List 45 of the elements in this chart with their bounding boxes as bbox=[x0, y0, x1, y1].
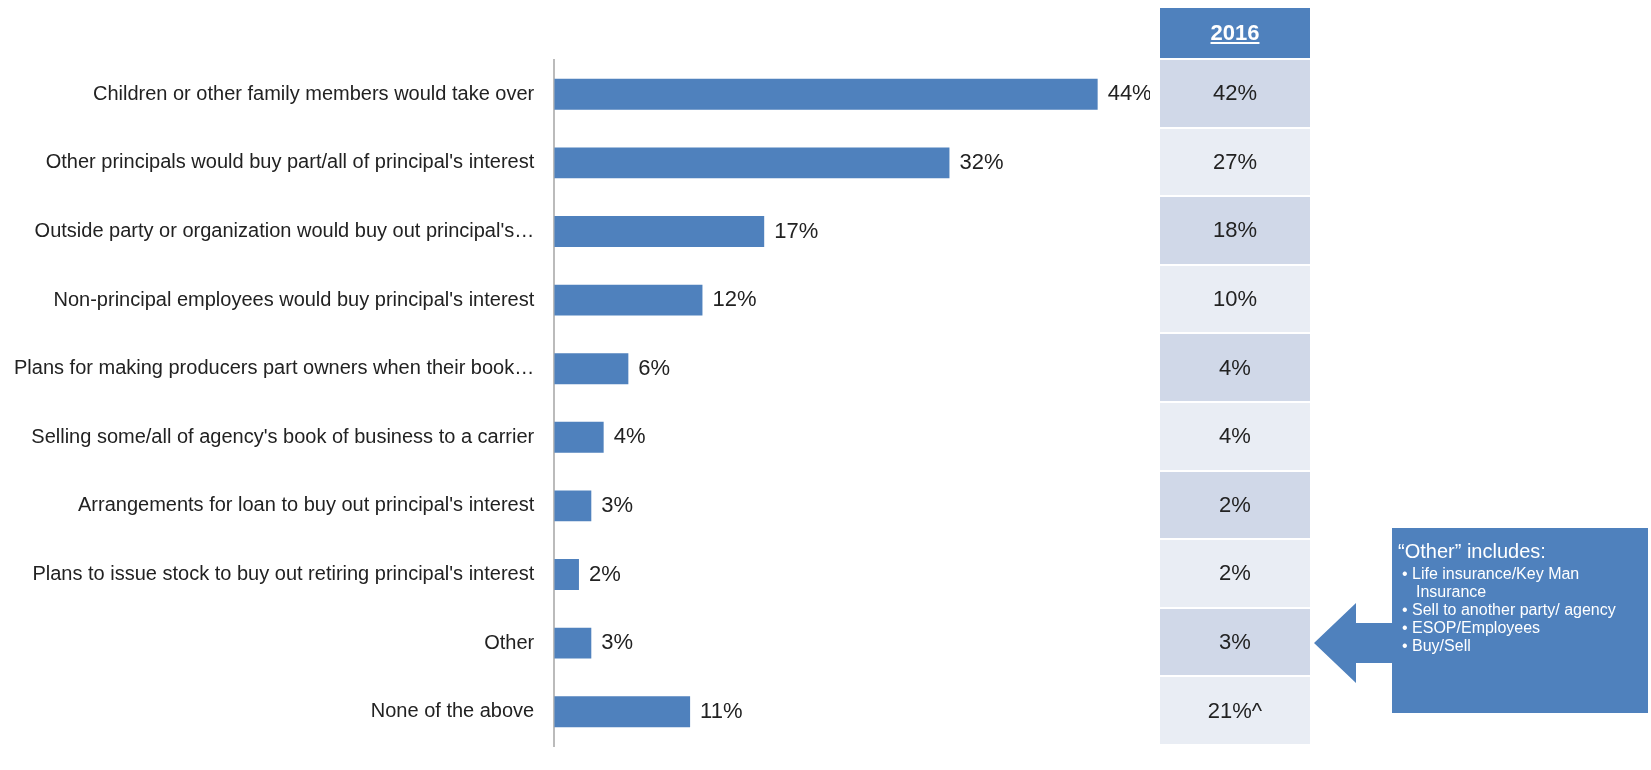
bar bbox=[554, 147, 950, 179]
y-tick-label: Non-principal employees would buy principal's interest bbox=[53, 287, 535, 310]
data-label: 17% bbox=[774, 217, 819, 243]
text: 27% bbox=[1160, 128, 1310, 198]
text: 21%^ bbox=[1160, 677, 1310, 746]
text: • ESOP/Employees bbox=[1401, 619, 1542, 638]
y-tick-label: Children or other family members would take over bbox=[92, 81, 535, 104]
bar bbox=[554, 490, 592, 522]
y-tick-label: Plans for making producers part owners when their book… bbox=[13, 356, 535, 379]
bar bbox=[554, 421, 604, 453]
text: 42% bbox=[1160, 60, 1310, 129]
y-tick-label: None of the above bbox=[370, 699, 535, 722]
data-label: 2% bbox=[588, 560, 621, 586]
bar bbox=[554, 284, 703, 316]
data-label: 6% bbox=[638, 354, 671, 380]
bar bbox=[554, 696, 691, 728]
data-label: 3% bbox=[601, 629, 634, 655]
y-tick-label: Plans to issue stock to buy out retiring principal's interest bbox=[32, 562, 535, 585]
bar bbox=[554, 216, 765, 247]
data-label: 11% bbox=[700, 697, 743, 723]
text: • Sell to another party/ agency bbox=[1401, 601, 1617, 620]
data-label: 3% bbox=[601, 491, 634, 517]
y-tick-label: Other principals would buy part/all of principal's interest bbox=[45, 150, 535, 173]
text: 2% bbox=[1160, 471, 1310, 541]
text: • Life insurance/Key Man Insurance bbox=[1401, 565, 1581, 602]
y-tick-label: Arrangements for loan to buy out principal's interest bbox=[77, 493, 535, 516]
text: “Other” includes: bbox=[1398, 540, 1547, 564]
bar bbox=[554, 627, 592, 659]
bar bbox=[554, 353, 629, 385]
text: 4% bbox=[1160, 334, 1310, 403]
data-label: 12% bbox=[712, 286, 757, 312]
bar bbox=[554, 78, 1098, 110]
text: 18% bbox=[1160, 197, 1310, 266]
y-tick-label: Other bbox=[484, 630, 535, 653]
text: • Buy/Sell bbox=[1401, 637, 1472, 656]
y-tick-label: Outside party or organization would buy out principal's… bbox=[34, 219, 535, 242]
text: 2% bbox=[1160, 540, 1310, 609]
text: 4% bbox=[1160, 403, 1310, 472]
data-label: 32% bbox=[959, 148, 1004, 174]
data-label: 4% bbox=[613, 423, 646, 449]
y-tick-label: Selling some/all of agency's book of business to a carrier bbox=[31, 424, 535, 447]
text: 10% bbox=[1160, 265, 1310, 335]
text: 2016 bbox=[1160, 8, 1310, 60]
bar bbox=[554, 559, 579, 590]
text: 3% bbox=[1160, 608, 1310, 678]
